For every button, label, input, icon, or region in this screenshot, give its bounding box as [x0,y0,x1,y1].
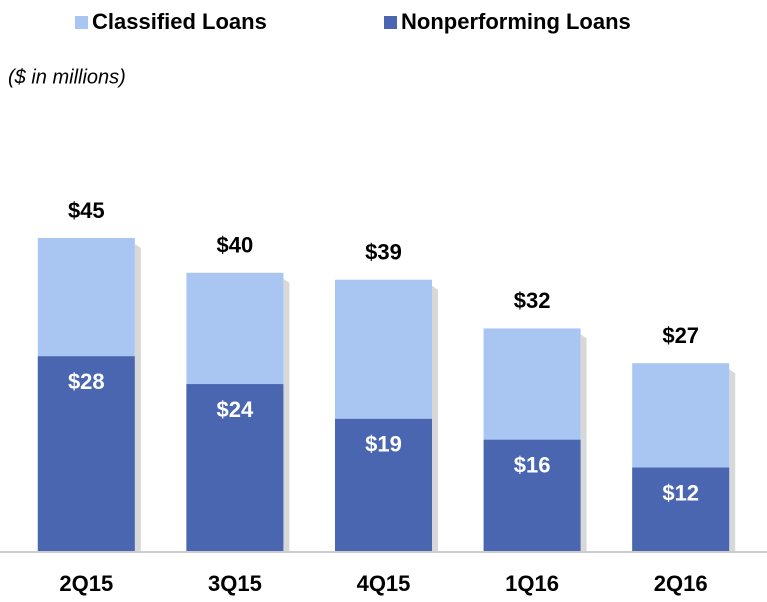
legend-swatch [75,16,88,29]
data-label: $27 [662,323,699,348]
legend-label: Nonperforming Loans [401,9,631,34]
bar-shadow [432,285,438,551]
data-label: $28 [68,369,105,394]
data-label: $24 [217,397,254,422]
data-label: $19 [365,432,402,457]
bar [632,467,730,551]
data-label: $45 [68,198,105,223]
data-label: $32 [514,288,551,313]
x-tick-label: 3Q15 [208,571,262,596]
data-label: $12 [662,480,699,505]
chart-subtitle: ($ in millions) [8,66,126,88]
bar [483,439,581,551]
data-label: $16 [514,453,551,478]
x-tick-label: 2Q16 [654,571,708,596]
bar-shadow [134,244,141,551]
legend-swatch [384,16,397,29]
x-tick-label: 2Q15 [59,571,113,596]
bar-shadow [580,334,587,551]
bar [186,384,284,551]
data-label: $39 [365,240,402,265]
x-tick-label: 1Q16 [505,571,559,596]
bar-shadow [729,369,736,551]
x-tick-label: 4Q15 [357,571,411,596]
bar [335,418,432,551]
bar-shadow [283,278,290,551]
bar [37,356,135,551]
data-label: $40 [217,233,254,258]
legend-label: Classified Loans [92,9,267,34]
